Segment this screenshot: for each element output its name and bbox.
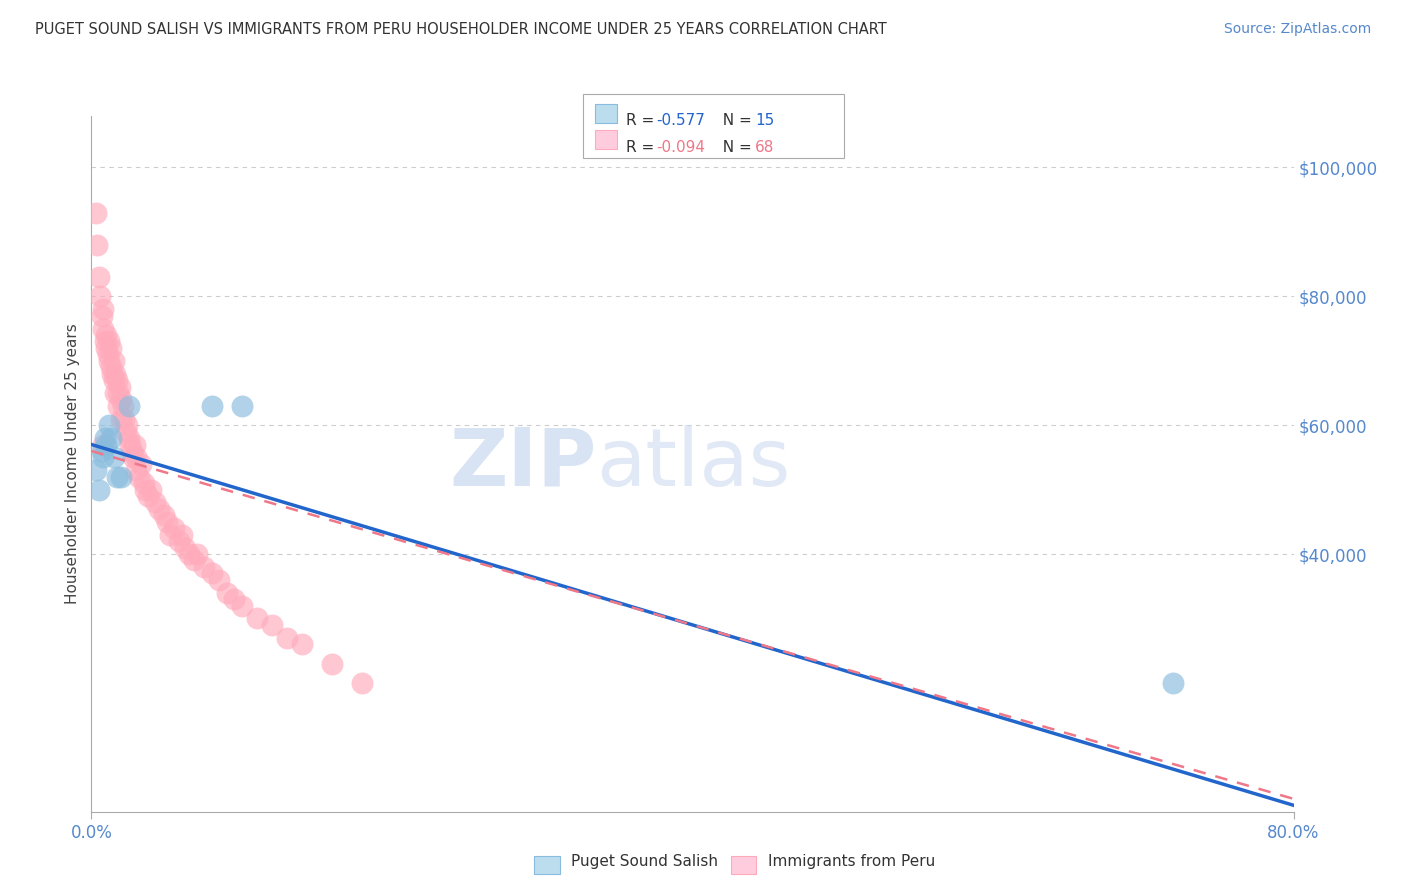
Point bbox=[215, 585, 238, 599]
Point bbox=[167, 534, 190, 549]
Point bbox=[118, 431, 141, 445]
Point bbox=[100, 360, 122, 375]
Point bbox=[98, 353, 121, 368]
Text: -0.094: -0.094 bbox=[657, 140, 706, 155]
Point bbox=[276, 631, 298, 645]
Point bbox=[114, 411, 136, 425]
Text: R =: R = bbox=[626, 113, 659, 128]
Point bbox=[110, 411, 132, 425]
Point bbox=[117, 418, 139, 433]
Point bbox=[129, 457, 152, 471]
Point bbox=[193, 560, 215, 574]
Point bbox=[128, 469, 150, 483]
Point bbox=[101, 367, 124, 381]
Y-axis label: Householder Income Under 25 years: Householder Income Under 25 years bbox=[65, 324, 80, 604]
Point bbox=[321, 657, 343, 671]
Point bbox=[231, 599, 253, 613]
Point bbox=[170, 527, 193, 541]
Point bbox=[108, 379, 131, 393]
Point bbox=[231, 399, 253, 413]
Point bbox=[84, 463, 107, 477]
Point bbox=[115, 425, 138, 439]
Point bbox=[186, 547, 208, 561]
Point bbox=[246, 611, 269, 625]
Point bbox=[86, 237, 108, 252]
Point bbox=[110, 469, 132, 483]
Point bbox=[141, 483, 163, 497]
Point bbox=[163, 521, 186, 535]
Point bbox=[104, 386, 127, 401]
Text: 15: 15 bbox=[755, 113, 775, 128]
Point bbox=[105, 469, 128, 483]
Point bbox=[87, 483, 110, 497]
Point bbox=[104, 367, 127, 381]
Point bbox=[87, 270, 110, 285]
Point bbox=[350, 676, 373, 690]
Point bbox=[90, 444, 112, 458]
Text: R =: R = bbox=[626, 140, 659, 155]
Point bbox=[125, 450, 148, 465]
Point bbox=[120, 437, 142, 451]
Point bbox=[96, 437, 118, 451]
Point bbox=[98, 418, 121, 433]
Point bbox=[152, 508, 174, 523]
Point bbox=[84, 205, 107, 219]
Point bbox=[93, 321, 115, 335]
Point bbox=[107, 399, 129, 413]
Text: Puget Sound Salish: Puget Sound Salish bbox=[571, 855, 718, 869]
Point bbox=[260, 618, 283, 632]
Point bbox=[89, 289, 111, 303]
Point bbox=[103, 373, 125, 387]
Point bbox=[94, 431, 117, 445]
Text: -0.577: -0.577 bbox=[657, 113, 706, 128]
Point bbox=[118, 399, 141, 413]
Text: PUGET SOUND SALISH VS IMMIGRANTS FROM PERU HOUSEHOLDER INCOME UNDER 25 YEARS COR: PUGET SOUND SALISH VS IMMIGRANTS FROM PE… bbox=[35, 22, 887, 37]
Point bbox=[138, 489, 160, 503]
Point bbox=[96, 341, 118, 355]
Text: N =: N = bbox=[713, 140, 756, 155]
Point bbox=[143, 495, 166, 509]
Point bbox=[96, 328, 118, 343]
Point bbox=[183, 553, 205, 567]
Point bbox=[224, 592, 246, 607]
Text: ZIP: ZIP bbox=[449, 425, 596, 503]
Point bbox=[132, 476, 155, 491]
Point bbox=[93, 450, 115, 465]
Point bbox=[98, 334, 121, 349]
Text: N =: N = bbox=[713, 113, 756, 128]
Point bbox=[208, 573, 231, 587]
Point bbox=[125, 463, 148, 477]
Point bbox=[134, 483, 156, 497]
Text: atlas: atlas bbox=[596, 425, 790, 503]
Text: Source: ZipAtlas.com: Source: ZipAtlas.com bbox=[1223, 22, 1371, 37]
Point bbox=[201, 399, 224, 413]
Point bbox=[173, 541, 195, 555]
Point bbox=[105, 373, 128, 387]
Point bbox=[121, 444, 143, 458]
Point bbox=[148, 502, 170, 516]
Text: 68: 68 bbox=[755, 140, 775, 155]
Point bbox=[110, 392, 132, 407]
Point bbox=[100, 341, 122, 355]
Point bbox=[111, 399, 134, 413]
Point bbox=[90, 309, 112, 323]
Point bbox=[103, 353, 125, 368]
Point bbox=[100, 431, 122, 445]
Point bbox=[1161, 676, 1184, 690]
Point bbox=[94, 334, 117, 349]
Point bbox=[177, 547, 200, 561]
Point bbox=[103, 450, 125, 465]
Point bbox=[122, 450, 145, 465]
Text: Immigrants from Peru: Immigrants from Peru bbox=[768, 855, 935, 869]
Point bbox=[93, 437, 115, 451]
Point bbox=[291, 637, 314, 651]
Point bbox=[124, 437, 146, 451]
Point bbox=[97, 347, 120, 361]
Point bbox=[93, 302, 115, 317]
Point bbox=[159, 527, 181, 541]
Point bbox=[107, 386, 129, 401]
Point bbox=[201, 566, 224, 581]
Point bbox=[155, 515, 177, 529]
